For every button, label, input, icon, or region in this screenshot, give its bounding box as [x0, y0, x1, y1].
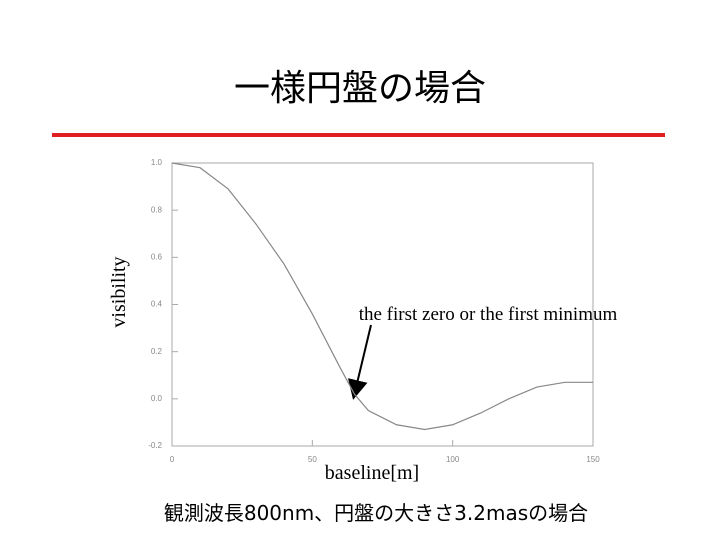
y-tick-label: 0.6 [151, 252, 163, 261]
y-tick-label: 0.4 [151, 300, 163, 309]
y-tick-label: 0.2 [151, 347, 163, 356]
x-axis-label: baseline[m] [325, 462, 419, 484]
x-tick-label: 150 [586, 455, 600, 464]
caption: 観測波長800nm、円盤の大きさ3.2masの場合 [164, 501, 588, 525]
y-tick-label: 1.0 [151, 158, 163, 167]
y-tick-label: 0.8 [151, 205, 163, 214]
x-tick-label: 50 [308, 455, 317, 464]
x-tick-label: 0 [170, 455, 175, 464]
y-tick-label: -0.2 [148, 441, 162, 450]
line-series [171, 162, 593, 431]
annotation-arrow [348, 324, 372, 400]
chart-title: 一様円盤の場合 [234, 68, 486, 109]
annotation: the first zero or the first minimum [359, 304, 618, 325]
y-axis-label: visibility [108, 256, 130, 327]
y-tick-label: 0.0 [151, 394, 163, 403]
x-tick-label: 100 [446, 455, 460, 464]
